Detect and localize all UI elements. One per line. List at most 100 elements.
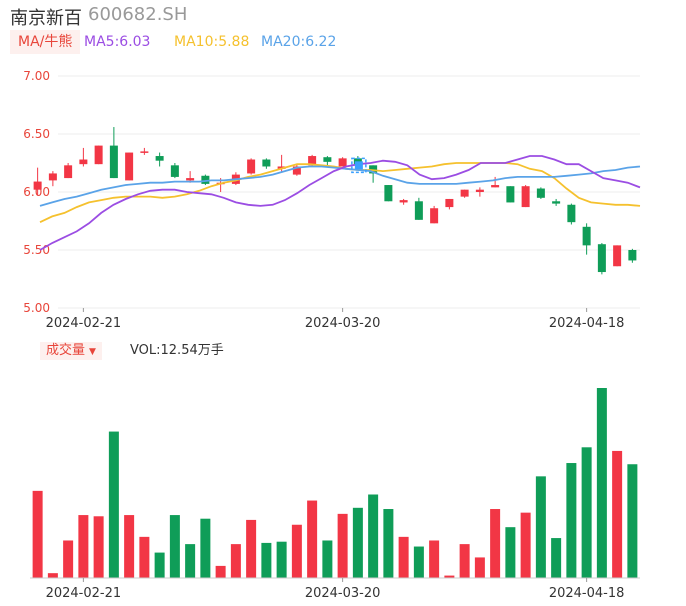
volume-x-tick-label: 2024-04-18 — [549, 586, 625, 601]
price-y-tick-label: 6.50 — [23, 127, 50, 141]
candle-body — [552, 201, 561, 204]
volume-bar — [139, 536, 150, 578]
candle-body — [582, 226, 591, 246]
candle-body — [79, 159, 88, 165]
volume-x-tick-label: 2024-03-20 — [305, 586, 381, 601]
candle-body — [262, 159, 271, 167]
candle-body — [64, 165, 73, 179]
candle-body — [430, 208, 439, 224]
volume-bar — [566, 463, 577, 578]
candle-body — [338, 158, 347, 167]
volume-bar — [398, 536, 409, 578]
marker-icon-core — [354, 161, 363, 170]
volume-bar — [47, 573, 58, 578]
volume-bar — [124, 515, 135, 578]
volume-bar — [596, 388, 607, 578]
volume-bar — [307, 500, 318, 578]
candle-body — [94, 145, 103, 165]
volume-x-tick-label: 2024-02-21 — [46, 586, 122, 601]
volume-bar — [230, 544, 241, 578]
volume-bar — [581, 447, 592, 578]
candle-body — [475, 189, 484, 192]
candle-body — [506, 186, 515, 203]
volume-bar — [32, 490, 43, 578]
caret-down-icon: ▼ — [89, 347, 96, 357]
volume-bar — [291, 524, 302, 578]
volume-bar — [108, 431, 119, 578]
volume-bar — [627, 464, 638, 578]
price-x-tick-label: 2024-03-20 — [305, 316, 381, 331]
volume-bar — [551, 538, 562, 578]
candle-body — [414, 201, 423, 220]
volume-bar — [63, 540, 74, 578]
volume-bar — [535, 476, 546, 578]
volume-bar — [322, 540, 333, 578]
candle-body — [292, 166, 301, 175]
volume-bar — [520, 512, 531, 578]
volume-bar — [276, 541, 287, 578]
volume-bar — [78, 515, 89, 578]
price-y-tick-label: 6.00 — [23, 185, 50, 199]
volume-bar — [246, 519, 257, 578]
candle-body — [521, 186, 530, 208]
price-x-tick-label: 2024-04-18 — [549, 316, 625, 331]
ma10-legend: MA10:5.88 — [174, 34, 250, 50]
candle-body — [628, 250, 637, 261]
price-y-tick-label: 7.00 — [23, 69, 50, 83]
candle-body — [399, 200, 408, 203]
candle-body — [109, 145, 118, 179]
volume-bar — [429, 540, 440, 578]
volume-bar — [337, 513, 348, 578]
candle-body — [384, 185, 393, 202]
volume-indicator-badge[interactable]: 成交量 ▼ — [40, 342, 102, 360]
volume-bar — [352, 507, 363, 578]
candle-body — [308, 156, 317, 166]
candle-body — [155, 156, 164, 161]
candle-body — [491, 185, 500, 188]
ma20-legend: MA20:6.22 — [261, 34, 337, 50]
candle-body — [323, 157, 332, 162]
candle-body — [186, 178, 195, 181]
candle-body — [536, 188, 545, 198]
volume-bar — [154, 552, 165, 578]
stock-code: 600682.SH — [88, 4, 188, 25]
volume-bar — [413, 546, 424, 578]
price-y-tick-label: 5.50 — [23, 243, 50, 257]
price-x-tick-label: 2024-02-21 — [46, 316, 122, 331]
volume-bar — [93, 516, 104, 578]
candle-body — [33, 181, 42, 190]
ma5-legend: MA5:6.03 — [84, 34, 151, 50]
candle-body — [48, 173, 57, 181]
volume-bar — [185, 544, 196, 578]
candle-body — [597, 244, 606, 273]
volume-bar — [169, 515, 180, 578]
volume-bar — [612, 450, 623, 578]
price-y-tick-label: 5.00 — [23, 301, 50, 315]
stock-name: 南京新百 — [10, 8, 82, 29]
volume-bar — [261, 542, 272, 578]
volume-bar — [474, 557, 485, 578]
volume-bar — [444, 575, 455, 578]
candle-body — [460, 189, 469, 197]
candle-body — [613, 245, 622, 267]
volume-badge-label: 成交量 — [46, 343, 86, 358]
volume-bar — [459, 544, 470, 578]
ma5-line — [39, 155, 641, 251]
volume-value: VOL:12.54万手 — [130, 343, 224, 358]
ma-indicator-badge[interactable]: MA/牛熊 — [10, 30, 81, 54]
volume-bar — [368, 494, 379, 578]
candle-body — [170, 165, 179, 177]
volume-bar — [490, 509, 501, 578]
candle-body — [140, 151, 149, 153]
candle-body — [125, 152, 134, 181]
volume-bar — [200, 518, 211, 578]
marker-icon — [351, 157, 367, 174]
candle-body — [445, 198, 454, 208]
volume-bar — [383, 509, 394, 578]
candle-body — [201, 175, 210, 184]
volume-bar — [505, 527, 516, 578]
candle-body — [567, 204, 576, 223]
volume-bar — [215, 565, 226, 578]
candle-body — [247, 159, 256, 174]
